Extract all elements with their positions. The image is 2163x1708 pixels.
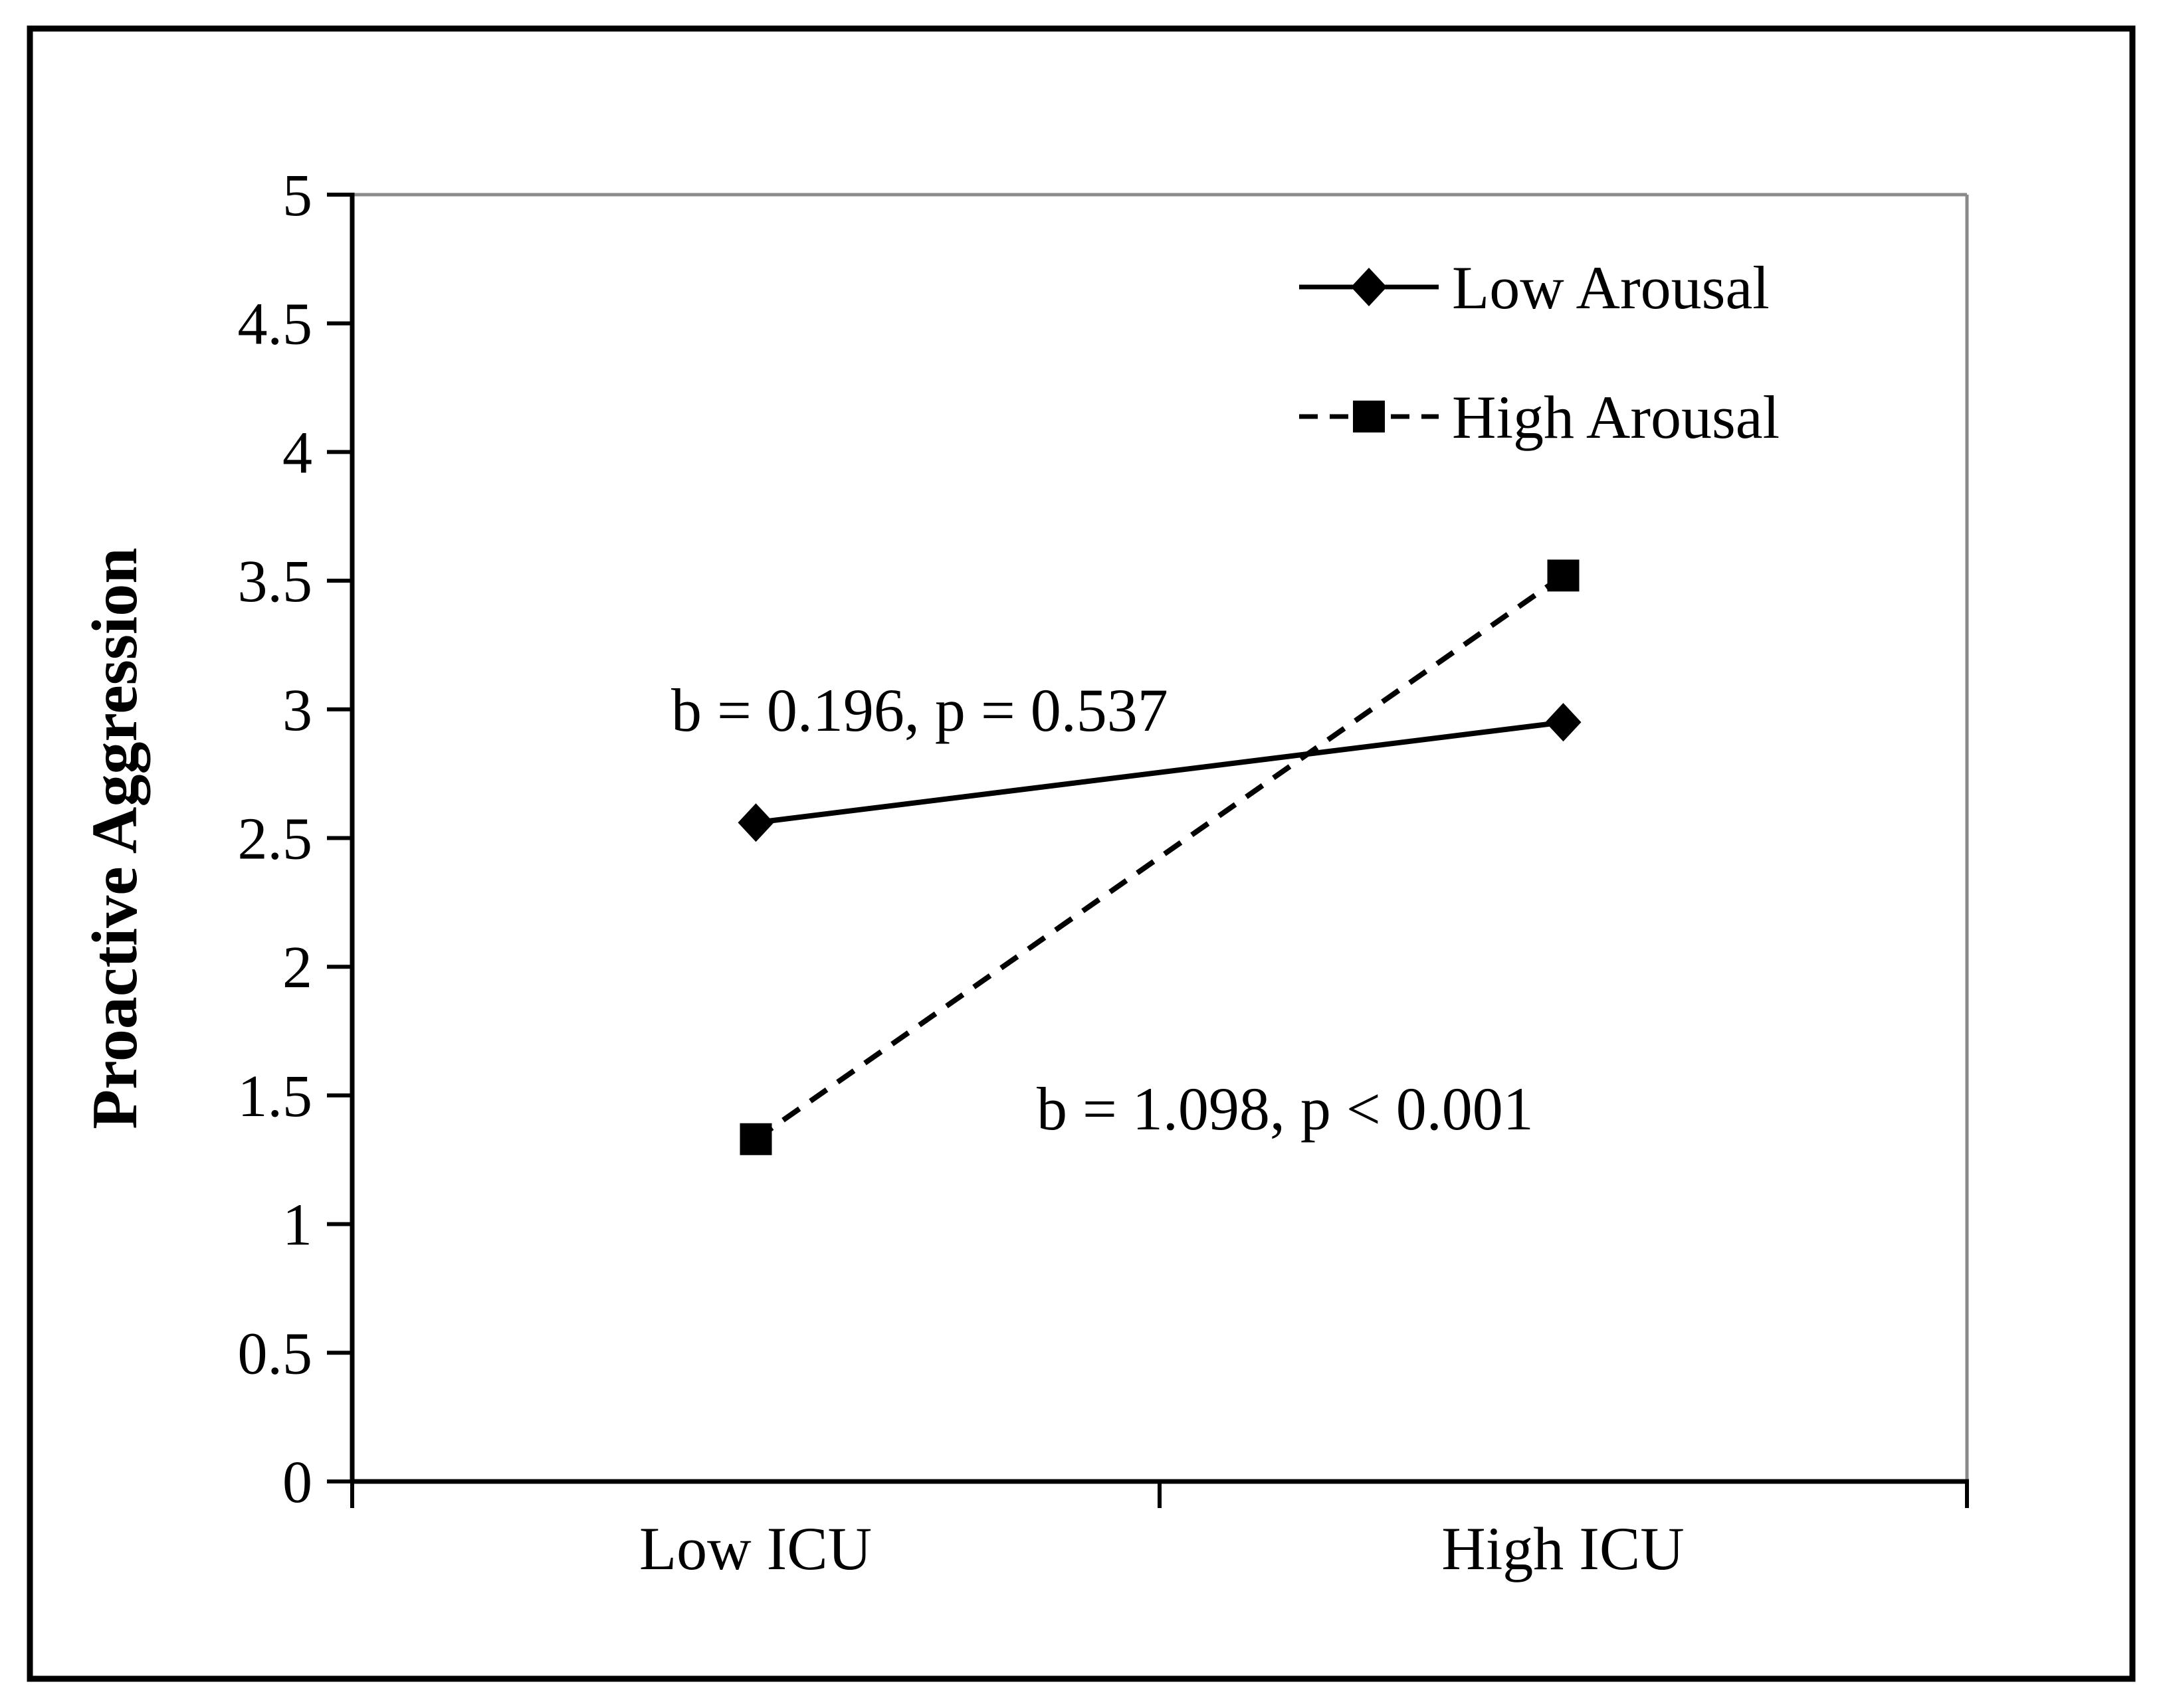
y-tick-label: 3.5 <box>238 549 313 615</box>
series-line-high-arousal <box>754 573 1565 1142</box>
annotation-low-arousal-slope: b = 0.196, p = 0.537 <box>671 676 1168 744</box>
marker-diamond-low-arousal <box>738 803 774 842</box>
y-tick-label: 0.5 <box>238 1321 313 1386</box>
annotation-high-arousal-slope: b = 1.098, p < 0.001 <box>1037 1075 1534 1143</box>
x-tick-label-low-icu: Low ICU <box>639 1515 872 1582</box>
axes-layer: 0 0.5 1 1.5 2 2.5 3 3.5 4 4.5 5 <box>238 163 1969 1515</box>
series-line-low-arousal <box>756 719 1564 826</box>
y-tick-label: 4 <box>282 420 312 486</box>
figure-border <box>27 25 2136 1682</box>
marker-square-high-arousal <box>1547 559 1580 592</box>
legend-marker-square-high-arousal <box>1353 401 1385 432</box>
series-layer <box>738 559 1582 1155</box>
y-tick-label: 4.5 <box>238 292 313 357</box>
marker-diamond-low-arousal <box>1545 703 1582 742</box>
y-tick-label: 1.5 <box>238 1064 313 1129</box>
legend-label-low-arousal: Low Arousal <box>1452 254 1770 322</box>
legend-marker-diamond-low-arousal <box>1351 268 1387 306</box>
y-axis-title: Proactive Aggression <box>79 547 151 1129</box>
y-tick-label: 1 <box>282 1192 312 1258</box>
legend-label-high-arousal: High Arousal <box>1452 383 1780 451</box>
y-tick-label: 2 <box>282 935 312 1000</box>
y-tick-label: 0 <box>282 1450 312 1515</box>
y-tick-label: 3 <box>282 678 312 743</box>
marker-square-high-arousal <box>740 1123 772 1155</box>
x-tick-label-high-icu: High ICU <box>1441 1515 1684 1582</box>
y-tick-label: 5 <box>282 163 312 229</box>
legend-sample-lines <box>1299 268 1439 432</box>
y-tick-label: 2.5 <box>238 807 313 872</box>
